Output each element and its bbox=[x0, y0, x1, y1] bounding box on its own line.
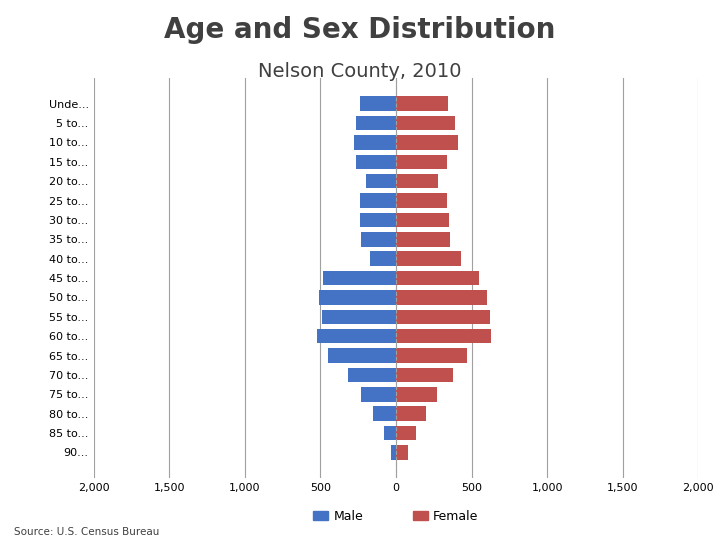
Bar bbox=[396, 445, 408, 460]
Bar bbox=[370, 252, 396, 266]
Bar bbox=[354, 135, 396, 150]
Bar bbox=[384, 426, 396, 440]
Bar bbox=[319, 290, 396, 305]
Bar bbox=[396, 426, 415, 440]
Bar bbox=[396, 271, 480, 285]
Bar bbox=[361, 232, 396, 247]
Bar bbox=[392, 445, 396, 460]
Bar bbox=[348, 368, 396, 382]
Bar bbox=[366, 174, 396, 188]
Bar bbox=[360, 193, 396, 208]
Bar bbox=[396, 135, 458, 150]
Bar bbox=[396, 213, 449, 227]
Legend: Male, Female: Male, Female bbox=[308, 504, 484, 528]
Text: Source: U.S. Census Bureau: Source: U.S. Census Bureau bbox=[14, 527, 160, 537]
Bar bbox=[322, 309, 396, 324]
Text: Nelson County, 2010: Nelson County, 2010 bbox=[258, 62, 462, 81]
Bar bbox=[396, 193, 447, 208]
Bar bbox=[361, 387, 396, 402]
Bar bbox=[323, 271, 396, 285]
Bar bbox=[396, 232, 451, 247]
Bar bbox=[396, 407, 426, 421]
Bar bbox=[396, 329, 491, 343]
Bar bbox=[372, 407, 396, 421]
Bar bbox=[356, 116, 396, 130]
Bar bbox=[328, 348, 396, 363]
Bar bbox=[396, 116, 455, 130]
Bar bbox=[396, 368, 454, 382]
Bar bbox=[396, 97, 448, 111]
Bar bbox=[360, 97, 396, 111]
Text: Age and Sex Distribution: Age and Sex Distribution bbox=[164, 16, 556, 44]
Bar bbox=[396, 154, 447, 169]
Bar bbox=[396, 348, 467, 363]
Bar bbox=[396, 174, 438, 188]
Bar bbox=[318, 329, 396, 343]
Bar bbox=[396, 387, 437, 402]
Bar bbox=[356, 154, 396, 169]
Bar bbox=[360, 213, 396, 227]
Bar bbox=[396, 309, 490, 324]
Bar bbox=[396, 290, 487, 305]
Bar bbox=[396, 252, 461, 266]
